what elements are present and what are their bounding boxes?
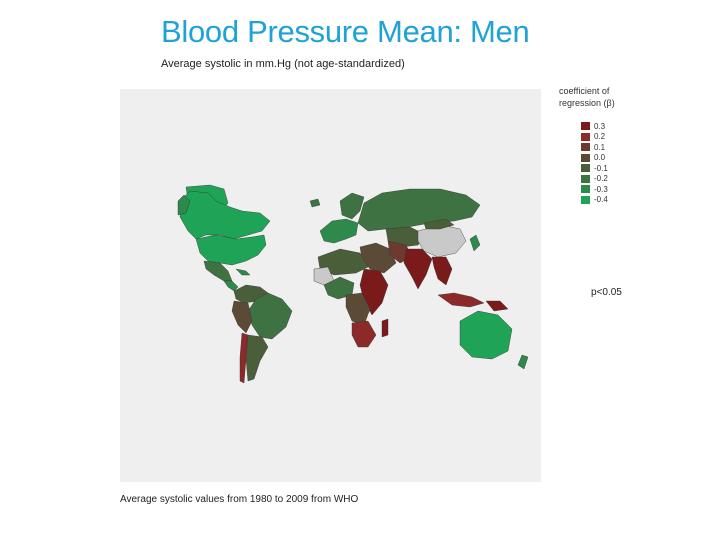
legend-item: -0.3	[581, 184, 608, 195]
legend-label: 0.1	[594, 142, 606, 152]
legend-item: 0.0	[581, 153, 608, 164]
region-madagascar	[381, 318, 389, 338]
legend-swatch	[581, 122, 590, 131]
region-central-america	[223, 280, 239, 292]
legend-title: coefficient of regression (β)	[559, 86, 615, 108]
legend-swatch	[581, 195, 590, 204]
legend-label: -0.3	[594, 184, 608, 194]
region-iceland	[309, 198, 321, 208]
legend-item: -0.4	[581, 195, 608, 206]
region-australia	[459, 310, 513, 360]
legend-swatch	[581, 153, 590, 162]
region-argentina	[245, 334, 269, 382]
legend-item: 0.1	[581, 142, 608, 153]
region-papua-new-guinea	[485, 300, 509, 312]
legend-swatch	[581, 132, 590, 141]
region-india	[403, 248, 433, 290]
region-usa	[195, 234, 267, 266]
region-southern-africa	[351, 320, 377, 348]
world-map-panel	[120, 89, 541, 482]
region-southeast-asia	[431, 256, 453, 286]
world-choropleth-map	[177, 184, 529, 384]
legend-label: 0.3	[594, 121, 606, 131]
region-western-europe	[319, 218, 359, 244]
legend-label: 0.0	[594, 153, 606, 163]
region-canada	[179, 190, 271, 240]
legend-item: -0.2	[581, 174, 608, 185]
legend-label: -0.1	[594, 163, 608, 173]
source-caption: Average systolic values from 1980 to 200…	[120, 494, 359, 505]
region-caribbean	[235, 268, 251, 276]
page-subtitle: Average systolic in mm.Hg (not age-stand…	[161, 58, 405, 70]
significance-note: p<0.05	[591, 287, 622, 298]
region-scandinavia	[339, 192, 365, 220]
region-alaska	[177, 194, 191, 216]
legend-swatch	[581, 164, 590, 173]
legend-label: -0.2	[594, 174, 608, 184]
region-indonesia	[437, 292, 485, 308]
legend-swatch	[581, 174, 590, 183]
legend-swatch	[581, 143, 590, 152]
legend: 0.3 0.2 0.1 0.0 -0.1 -0.2 -0.3 -0.4	[581, 121, 608, 205]
legend-item: 0.3	[581, 121, 608, 132]
region-japan	[469, 234, 481, 252]
page-title: Blood Pressure Mean: Men	[161, 14, 530, 49]
legend-item: 0.2	[581, 132, 608, 143]
legend-item: -0.1	[581, 163, 608, 174]
legend-label: 0.2	[594, 132, 606, 142]
region-new-zealand	[517, 354, 529, 370]
region-mongolia	[423, 218, 455, 230]
region-peru-bolivia	[231, 300, 253, 334]
legend-swatch	[581, 185, 590, 194]
region-russia	[357, 188, 481, 232]
legend-label: -0.4	[594, 195, 608, 205]
